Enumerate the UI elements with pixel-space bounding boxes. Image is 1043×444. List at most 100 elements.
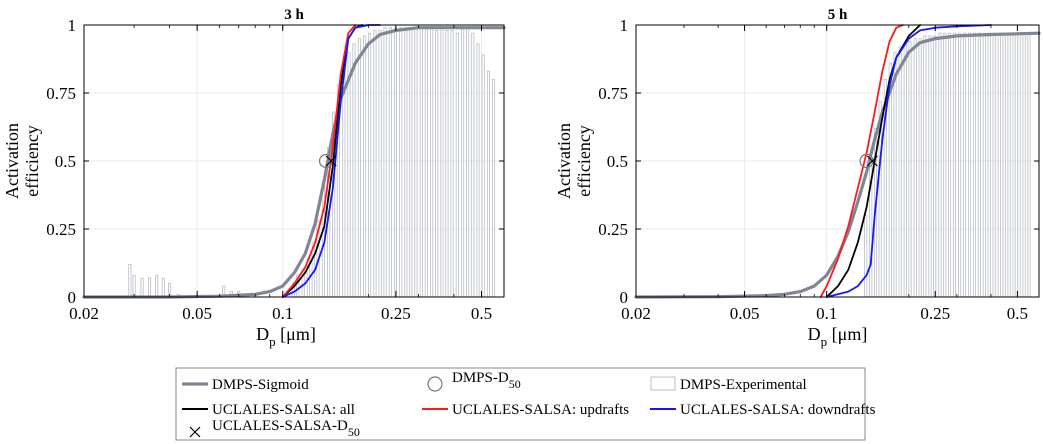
experimental-bar	[404, 27, 408, 298]
experimental-bar	[399, 27, 403, 298]
panel-5h: 0.02 0.05 0.1 0.25 0.5 0 0.25 0.5 0.75 1 5 h Dp [μm…	[554, 7, 1041, 349]
x-tick-label: 0.05	[182, 304, 212, 323]
experimental-bar	[373, 30, 377, 298]
experimental-bar	[908, 40, 912, 298]
x-tick-label: 0.05	[730, 304, 760, 323]
legend-label: DMPS-D50	[452, 370, 521, 391]
experimental-bar	[435, 30, 439, 298]
downdrafts-line	[825, 24, 992, 298]
y-tick-label: 0.5	[55, 152, 76, 171]
experimental-bar	[161, 277, 165, 298]
updrafts-line	[819, 24, 904, 298]
y-tick-label: 1	[620, 16, 629, 35]
model-d50-marker	[866, 155, 878, 167]
x-axis-label: Dp [μm]	[808, 324, 868, 349]
experimental-bar	[471, 32, 475, 298]
legend-item-downdrafts: UCLALES-SALSA: downdrafts	[650, 402, 876, 418]
experimental-bar	[943, 32, 947, 298]
experimental-bar	[977, 32, 982, 298]
experimental-bar	[481, 54, 485, 298]
y-tick-label: 1	[68, 16, 77, 35]
experimental-bar	[140, 277, 144, 298]
experimental-bar	[997, 32, 1001, 298]
experimental-bar	[430, 27, 434, 298]
legend-label: DMPS-Experimental	[680, 377, 807, 393]
downdrafts-line	[281, 24, 382, 298]
x-axis-label: Dp [μm]	[256, 324, 316, 349]
y-tick-label: 0.5	[607, 152, 628, 171]
experimental-bar	[1007, 32, 1011, 298]
experimental-bar	[893, 51, 897, 298]
experimental-bar	[958, 32, 962, 298]
experimental-bar	[450, 30, 454, 298]
experimental-bar	[913, 38, 917, 298]
experimental-bar	[962, 32, 967, 298]
panel-title: 3 h	[284, 7, 304, 23]
updrafts-line	[281, 24, 357, 298]
legend-item-updrafts: UCLALES-SALSA: updrafts	[422, 402, 629, 418]
y-tick-label: 0.25	[46, 220, 76, 239]
experimental-bar	[982, 32, 986, 298]
x-tick-label: 0.25	[381, 304, 411, 323]
experimental-bar	[155, 274, 159, 298]
experimental-bar	[352, 43, 356, 298]
legend-swatch	[427, 376, 443, 392]
experimental-bar	[947, 32, 952, 298]
experimental-bar	[388, 27, 392, 298]
experimental-bar	[466, 27, 470, 298]
legend-box	[175, 367, 866, 441]
y-tick-label: 0	[620, 288, 629, 307]
legend-label: UCLALES-SALSA: updrafts	[452, 402, 629, 418]
x-tick-label: 0.1	[816, 304, 837, 323]
experimental-bar	[1027, 32, 1031, 298]
experimental-bar	[383, 27, 387, 298]
legend: DMPS-Sigmoid DMPS-D50 DMPS-Experimental UCL…	[175, 367, 876, 441]
experimental-bar	[476, 43, 480, 298]
experimental-bar	[491, 79, 496, 298]
experimental-bar	[378, 30, 382, 298]
model-d50-marker	[325, 155, 337, 167]
legend-item-d50: DMPS-D50	[427, 370, 521, 392]
y-axis-label: efficiency	[22, 125, 42, 197]
experimental-bar	[342, 65, 346, 298]
experimental-bar	[445, 30, 449, 298]
model-d50-stroke	[866, 155, 878, 167]
experimental-bar	[414, 27, 418, 298]
sigmoid-line	[634, 31, 1041, 299]
legend-item-all: UCLALES-SALSA: all	[182, 402, 355, 418]
x-tick-label: 0.25	[920, 304, 950, 323]
experimental-bar	[486, 70, 490, 298]
experimental-bar	[987, 32, 991, 298]
model-d50-stroke	[325, 155, 337, 167]
experimental-bar	[1002, 32, 1006, 298]
y-axis-label: efficiency	[574, 125, 594, 197]
panel-title: 5 h	[828, 7, 848, 23]
experimental-bar	[918, 38, 922, 298]
experimental-bar	[864, 214, 868, 298]
experimental-bar	[952, 32, 957, 298]
experimental-bar	[992, 32, 996, 298]
experimental-bar	[972, 32, 977, 298]
sigmoid-line	[82, 26, 506, 299]
experimental-bar	[368, 32, 372, 298]
experimental-bar	[1022, 32, 1026, 298]
experimental-bar	[1012, 32, 1016, 298]
x-tick-label: 0.02	[621, 304, 651, 323]
experimental-bar	[357, 38, 361, 298]
x-tick-label: 0.1	[272, 304, 293, 323]
experimental-bar	[363, 35, 367, 298]
experimental-bar	[128, 263, 132, 298]
experimental-bar	[968, 32, 972, 298]
dmps-d50-marker	[318, 153, 334, 169]
y-axis-label: Activation	[554, 123, 574, 199]
x-tick-label: 0.02	[69, 304, 99, 323]
legend-label: UCLALES-SALSA: all	[212, 402, 355, 418]
experimental-bar	[455, 32, 459, 298]
experimental-bar	[147, 277, 152, 298]
experimental-bar	[409, 27, 413, 298]
legend-item-model_d50: UCLALES-SALSA-D50	[189, 418, 360, 439]
x-tick-label: 0.5	[471, 304, 492, 323]
y-axis-label: Activation	[2, 123, 22, 199]
experimental-bar	[923, 35, 927, 298]
